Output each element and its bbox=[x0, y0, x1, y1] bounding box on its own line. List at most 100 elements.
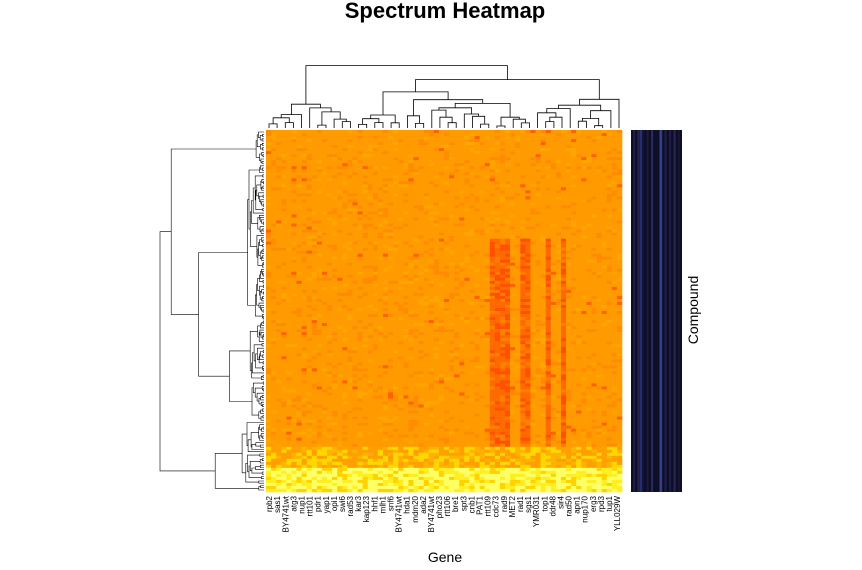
heatmap-cell bbox=[454, 298, 460, 303]
heatmap-cell bbox=[444, 298, 450, 303]
heatmap-cell bbox=[301, 145, 307, 149]
row-dendrogram-branch bbox=[260, 351, 264, 357]
heatmap-cell bbox=[601, 151, 608, 155]
heatmap-cell bbox=[372, 298, 379, 303]
heatmap-cell bbox=[596, 169, 602, 173]
heatmap-cell bbox=[479, 202, 485, 206]
heatmap-cell bbox=[342, 229, 348, 233]
heatmap-cell bbox=[291, 289, 297, 294]
heatmap-cell bbox=[566, 332, 572, 336]
heatmap-cell bbox=[494, 307, 501, 312]
heatmap-cell bbox=[311, 130, 318, 134]
heatmap-cell bbox=[296, 262, 302, 267]
heatmap-cell bbox=[382, 148, 389, 152]
heatmap-cell bbox=[311, 184, 318, 188]
heatmap-cell bbox=[510, 211, 516, 215]
heatmap-cell bbox=[372, 256, 379, 261]
heatmap-cell bbox=[413, 265, 419, 270]
heatmap-cell bbox=[606, 148, 613, 152]
heatmap-cell bbox=[581, 211, 587, 215]
heatmap-cell bbox=[327, 329, 333, 333]
heatmap-cell bbox=[535, 295, 541, 300]
heatmap-cell bbox=[347, 220, 353, 224]
heatmap-cell bbox=[535, 160, 541, 164]
heatmap-cell bbox=[362, 214, 369, 218]
heatmap-cell bbox=[474, 220, 480, 224]
heatmap-cell bbox=[591, 253, 597, 257]
heatmap-cell bbox=[611, 154, 618, 158]
row-dendrogram-branch bbox=[258, 486, 264, 491]
heatmap-cell bbox=[398, 133, 404, 137]
heatmap-cell bbox=[398, 160, 404, 164]
heatmap-cell bbox=[398, 175, 404, 179]
heatmap-cell bbox=[535, 232, 541, 236]
heatmap-cell bbox=[520, 262, 526, 267]
heatmap-cell bbox=[428, 148, 435, 152]
heatmap-cell bbox=[428, 133, 435, 137]
heatmap-cell bbox=[352, 271, 358, 276]
heatmap-cell bbox=[540, 154, 547, 158]
heatmap-cell bbox=[403, 265, 409, 270]
heatmap-cell bbox=[459, 169, 465, 173]
heatmap-cell bbox=[576, 271, 582, 276]
heatmap-cell bbox=[428, 220, 435, 224]
heatmap-cell bbox=[377, 178, 384, 182]
heatmap-cell bbox=[489, 196, 496, 200]
heatmap-cell bbox=[266, 295, 272, 300]
heatmap-cell bbox=[596, 326, 602, 330]
heatmap-cell bbox=[576, 283, 582, 288]
heatmap-cell bbox=[555, 133, 562, 137]
heatmap-cell bbox=[550, 187, 557, 191]
heatmap-cell bbox=[327, 317, 333, 321]
heatmap-cell bbox=[362, 292, 369, 297]
heatmap-cell bbox=[393, 301, 399, 306]
column-dendrogram-branch bbox=[537, 112, 557, 128]
heatmap-cell bbox=[479, 280, 485, 285]
heatmap-cell bbox=[321, 157, 328, 161]
heatmap-cell bbox=[433, 172, 440, 176]
heatmap-cell bbox=[393, 280, 399, 285]
heatmap-cell bbox=[301, 317, 307, 321]
heatmap-cell bbox=[596, 238, 602, 242]
heatmap-cell bbox=[530, 238, 536, 242]
heatmap-cell bbox=[332, 229, 338, 233]
heatmap-cell bbox=[388, 169, 394, 173]
heatmap-cell bbox=[545, 292, 552, 297]
heatmap-cell bbox=[555, 214, 562, 218]
heatmap-cell bbox=[327, 241, 333, 245]
heatmap-cell bbox=[555, 181, 562, 185]
heatmap-cell bbox=[469, 211, 475, 215]
heatmap-cell bbox=[301, 154, 307, 158]
heatmap-cell bbox=[337, 232, 343, 236]
heatmap-cell bbox=[347, 335, 353, 339]
heatmap-cell bbox=[535, 238, 541, 242]
heatmap-cell bbox=[428, 265, 435, 270]
heatmap-cell bbox=[494, 229, 501, 233]
heatmap-cell bbox=[418, 326, 424, 330]
heatmap-cell bbox=[576, 205, 582, 209]
heatmap-cell bbox=[591, 280, 597, 285]
heatmap-cell bbox=[382, 199, 389, 203]
row-dendrogram-branch bbox=[261, 201, 264, 206]
heatmap-cell bbox=[367, 178, 374, 182]
heatmap-cell bbox=[286, 326, 292, 330]
heatmap-cell bbox=[444, 130, 450, 134]
heatmap-cell bbox=[337, 298, 343, 303]
heatmap-cell bbox=[413, 311, 419, 315]
heatmap-cell bbox=[372, 232, 379, 236]
heatmap-cell bbox=[382, 274, 389, 279]
heatmap-cell bbox=[286, 283, 292, 288]
heatmap-cell bbox=[367, 292, 374, 297]
heatmap-cell bbox=[581, 178, 587, 182]
heatmap-cell bbox=[535, 317, 541, 321]
heatmap-cell bbox=[616, 332, 623, 336]
heatmap-cell bbox=[444, 274, 450, 279]
heatmap-cell bbox=[418, 205, 424, 209]
heatmap-cell bbox=[393, 232, 399, 236]
heatmap-cell bbox=[616, 241, 623, 245]
heatmap-cell bbox=[388, 208, 394, 212]
heatmap-cell bbox=[327, 265, 333, 270]
heatmap-cell bbox=[388, 139, 394, 143]
heatmap-cell bbox=[510, 307, 516, 312]
heatmap-cell bbox=[601, 136, 608, 140]
